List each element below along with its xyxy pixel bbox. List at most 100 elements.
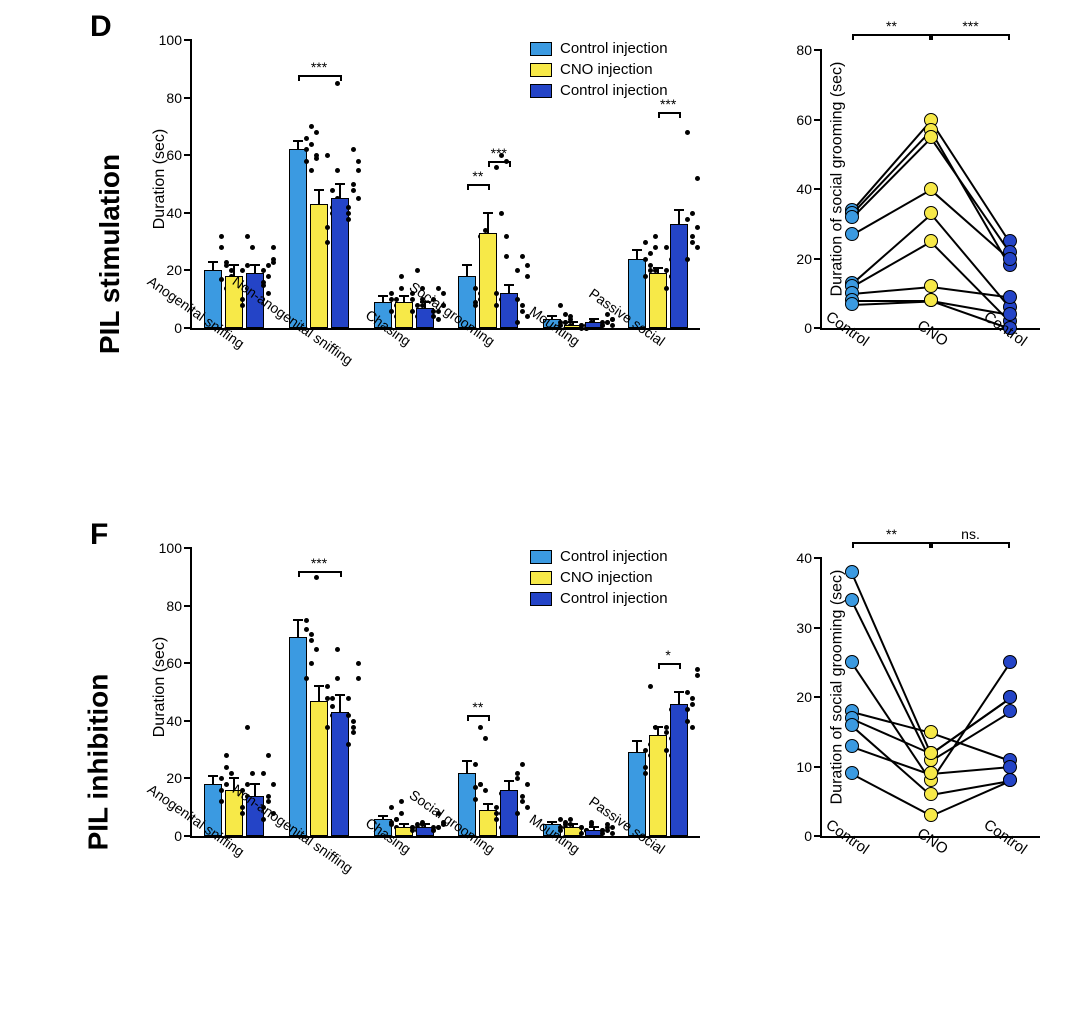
y-axis-label-line-f: Duration of social grooming (sec) <box>828 570 846 805</box>
side-label-d: PIL stimulation <box>94 154 126 354</box>
ytick-label: 30 <box>796 620 822 636</box>
significance-label: ** <box>472 168 483 184</box>
legend-label: Control injection <box>560 548 668 565</box>
ytick-label: 60 <box>166 655 192 671</box>
bar <box>310 204 328 328</box>
data-point <box>924 766 938 780</box>
ytick-label: 80 <box>796 42 822 58</box>
x-category-label: Control <box>963 296 1030 350</box>
ytick-label: 100 <box>159 540 192 556</box>
legend-swatch <box>530 84 552 98</box>
ytick-label: 0 <box>174 320 192 336</box>
panel-d-row: D PIL stimulation 020406080100Anogenital… <box>0 0 1080 508</box>
ytick-label: 40 <box>796 181 822 197</box>
significance-label: ** <box>886 18 897 34</box>
y-axis-label-f: Duration (sec) <box>151 637 169 737</box>
panel-f-row: F PIL inhibition 020406080100Anogenital … <box>0 508 1080 1016</box>
data-point <box>924 279 938 293</box>
data-point <box>1003 290 1017 304</box>
line-chart-f: 010203040ControlCNOControl**ns. Duration… <box>750 528 1060 948</box>
data-point <box>845 297 859 311</box>
data-point <box>924 808 938 822</box>
data-point <box>1003 252 1017 266</box>
data-point <box>1003 773 1017 787</box>
legend-swatch <box>530 571 552 585</box>
legend-item: Control injection <box>530 548 668 565</box>
data-point <box>924 234 938 248</box>
legend-label: Control injection <box>560 40 668 57</box>
panel-label-d: D <box>90 10 112 44</box>
data-point <box>924 787 938 801</box>
significance-label: *** <box>311 555 327 571</box>
data-point <box>845 565 859 579</box>
data-point <box>845 718 859 732</box>
ytick-label: 40 <box>796 550 822 566</box>
significance-label: ns. <box>961 526 980 542</box>
data-point <box>924 293 938 307</box>
ytick-label: 60 <box>166 147 192 163</box>
data-point <box>1003 655 1017 669</box>
ytick-label: 40 <box>166 713 192 729</box>
ytick-label: 0 <box>804 828 822 844</box>
data-point <box>1003 704 1017 718</box>
y-axis-label-d: Duration (sec) <box>151 129 169 229</box>
line-chart-d: 020406080ControlCNOControl***** Duration… <box>750 20 1060 440</box>
legend: Control injection CNO injection Control in… <box>530 40 668 103</box>
data-point <box>924 206 938 220</box>
bar-chart-d: 020406080100Anogenital sniffingNon-anoge… <box>130 20 720 460</box>
significance-label: ** <box>886 526 897 542</box>
legend-item: Control injection <box>530 82 668 99</box>
legend-item: Control injection <box>530 590 668 607</box>
data-point <box>924 746 938 760</box>
legend-label: CNO injection <box>560 569 653 586</box>
data-point <box>845 739 859 753</box>
ytick-label: 20 <box>166 770 192 786</box>
legend-swatch <box>530 42 552 56</box>
data-point <box>924 182 938 196</box>
bar <box>289 637 307 836</box>
legend-swatch <box>530 592 552 606</box>
ytick-label: 10 <box>796 759 822 775</box>
legend-item: CNO injection <box>530 569 668 586</box>
ytick-label: 80 <box>166 598 192 614</box>
ytick-label: 80 <box>166 90 192 106</box>
significance-label: * <box>665 647 670 663</box>
ytick-label: 20 <box>796 689 822 705</box>
data-point <box>845 766 859 780</box>
ytick-label: 100 <box>159 32 192 48</box>
data-point <box>924 130 938 144</box>
bar <box>649 273 667 328</box>
legend-swatch <box>530 63 552 77</box>
legend-item: CNO injection <box>530 61 668 78</box>
bar <box>331 712 349 836</box>
data-point <box>845 210 859 224</box>
data-point <box>1003 760 1017 774</box>
ytick-label: 0 <box>804 320 822 336</box>
legend-label: Control injection <box>560 82 668 99</box>
legend-label: Control injection <box>560 590 668 607</box>
bar <box>670 224 688 328</box>
data-point <box>845 655 859 669</box>
ytick-label: 20 <box>796 251 822 267</box>
data-point <box>845 593 859 607</box>
side-label-f: PIL inhibition <box>82 674 114 851</box>
significance-label: *** <box>491 145 507 161</box>
panel-label-f: F <box>90 518 108 552</box>
ytick-label: 40 <box>166 205 192 221</box>
bar <box>310 701 328 836</box>
ytick-label: 20 <box>166 262 192 278</box>
significance-label: ** <box>472 699 483 715</box>
category-label: Mounting <box>484 273 583 349</box>
legend-item: Control injection <box>530 40 668 57</box>
data-point <box>1003 690 1017 704</box>
bar-chart-f: 020406080100Anogenital sniffingNon-anoge… <box>130 528 720 968</box>
legend-label: CNO injection <box>560 61 653 78</box>
legend: Control injection CNO injection Control in… <box>530 548 668 611</box>
bar <box>289 149 307 328</box>
x-category-label: Control <box>963 804 1030 858</box>
significance-label: *** <box>311 59 327 75</box>
data-point <box>845 227 859 241</box>
ytick-label: 0 <box>174 828 192 844</box>
legend-swatch <box>530 550 552 564</box>
y-axis-label-line-d: Duration of social grooming (sec) <box>828 62 846 297</box>
